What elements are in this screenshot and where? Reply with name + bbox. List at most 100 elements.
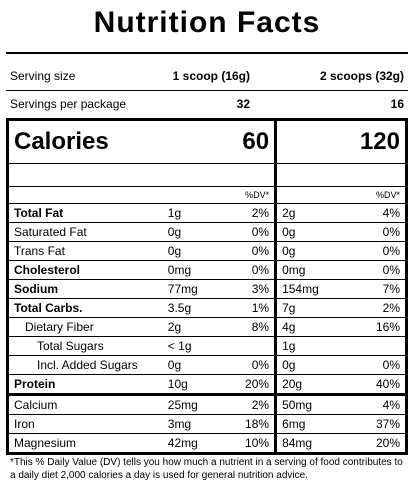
calories-col1: 60	[218, 119, 278, 164]
nutrient-dv-col1: 0%	[218, 222, 278, 242]
dv-header-col1: %DV*	[218, 186, 278, 204]
nutrient-amount-col2: 7g	[275, 298, 343, 318]
nutrient-amount-col2: 84mg	[275, 433, 343, 454]
nutrient-amount-col2: 20g	[275, 374, 343, 396]
nutrient-name: Iron	[7, 414, 163, 434]
label-title: Nutrition Facts	[93, 6, 321, 39]
nutrient-name: Dietary Fiber	[7, 317, 163, 337]
nutrient-dv-col1: 20%	[218, 374, 278, 396]
nutrient-row: Dietary Fiber 2g 8% 4g 16%	[7, 317, 407, 337]
nutrient-amount-col1: 2g	[162, 317, 219, 337]
nutrient-row: Protein 10g 20% 20g 40%	[7, 374, 407, 396]
nutrient-dv-col1: 10%	[218, 433, 278, 454]
calories-label: Calories	[7, 119, 163, 164]
nutrient-dv-col1	[218, 336, 278, 356]
calories-row: Calories 60 120	[7, 119, 407, 164]
nutrient-amount-col2: 50mg	[275, 394, 343, 415]
serving-size-label: Serving size	[10, 69, 76, 83]
nutrient-dv-col2: 0%	[342, 355, 407, 375]
nutrient-amount-col2: 0g	[275, 222, 343, 242]
nutrition-table: Calories 60 120 %DV* %DV* Total Fat 1g 2…	[6, 118, 408, 455]
spacer-row	[7, 163, 407, 187]
nutrient-amount-col2: 4g	[275, 317, 343, 337]
dv-footnote: *This % Daily Value (DV) tells you how m…	[10, 457, 403, 481]
nutrient-amount-col2: 0g	[275, 241, 343, 261]
nutrient-name: Sodium	[7, 279, 163, 299]
nutrient-name: Total Sugars	[7, 336, 163, 356]
nutrient-name: Saturated Fat	[7, 222, 163, 242]
nutrient-dv-col1: 1%	[218, 298, 278, 318]
serving-size-col1: 1 scoop (16g)	[172, 69, 250, 83]
nutrient-amount-col2: 154mg	[275, 279, 343, 299]
nutrient-row: Magnesium 42mg 10% 84mg 20%	[7, 433, 407, 454]
servings-per-package-label: Servings per package	[10, 97, 127, 111]
nutrient-amount-col2: 6mg	[275, 414, 343, 434]
serving-size-col2: 2 scoops (32g)	[319, 69, 404, 83]
nutrient-amount-col1: < 1g	[162, 336, 219, 356]
servings-per-package-row: Servings per package 32 16	[0, 92, 414, 116]
nutrient-row: Total Carbs. 3.5g 1% 7g 2%	[7, 298, 407, 318]
nutrient-name: Magnesium	[7, 433, 163, 454]
nutrient-amount-col1: 0mg	[162, 260, 219, 280]
calories-col2: 120	[342, 119, 407, 164]
nutrient-dv-col2	[342, 336, 407, 356]
nutrient-amount-col1: 10g	[162, 374, 219, 396]
nutrient-row: Saturated Fat 0g 0% 0g 0%	[7, 222, 407, 242]
nutrient-dv-col2: 7%	[342, 279, 407, 299]
nutrient-name: Total Carbs.	[7, 298, 163, 318]
nutrient-row: Iron 3mg 18% 6mg 37%	[7, 414, 407, 434]
title-divider	[6, 52, 408, 54]
nutrient-amount-col1: 25mg	[162, 394, 219, 415]
nutrient-name: Incl. Added Sugars	[7, 355, 163, 375]
nutrient-amount-col1: 3.5g	[162, 298, 219, 318]
nutrient-row: Total Fat 1g 2% 2g 4%	[7, 203, 407, 223]
nutrient-row: Incl. Added Sugars 0g 0% 0g 0%	[7, 355, 407, 375]
nutrient-amount-col2: 0g	[275, 355, 343, 375]
nutrient-row: Total Sugars < 1g 1g	[7, 336, 407, 356]
nutrient-amount-col1: 3mg	[162, 414, 219, 434]
nutrient-dv-col1: 2%	[218, 394, 278, 415]
nutrient-dv-col1: 0%	[218, 260, 278, 280]
nutrient-dv-col2: 4%	[342, 394, 407, 415]
nutrient-name: Cholesterol	[7, 260, 163, 280]
nutrient-name: Total Fat	[7, 203, 163, 223]
nutrient-amount-col2: 2g	[275, 203, 343, 223]
nutrient-dv-col2: 20%	[342, 433, 407, 454]
nutrient-dv-col2: 40%	[342, 374, 407, 396]
nutrient-dv-col1: 2%	[218, 203, 278, 223]
nutrient-amount-col1: 0g	[162, 355, 219, 375]
dv-header-col2: %DV*	[342, 186, 407, 204]
nutrient-amount-col1: 42mg	[162, 433, 219, 454]
nutrient-amount-col1: 1g	[162, 203, 219, 223]
nutrient-dv-col2: 0%	[342, 241, 407, 261]
nutrient-dv-col1: 3%	[218, 279, 278, 299]
nutrient-dv-col1: 0%	[218, 355, 278, 375]
nutrient-dv-col2: 2%	[342, 298, 407, 318]
serving-divider	[6, 90, 408, 91]
nutrient-row: Trans Fat 0g 0% 0g 0%	[7, 241, 407, 261]
nutrient-dv-col2: 37%	[342, 414, 407, 434]
nutrient-dv-col2: 0%	[342, 260, 407, 280]
nutrient-amount-col2: 0mg	[275, 260, 343, 280]
nutrient-name: Protein	[7, 374, 163, 396]
nutrient-dv-col2: 16%	[342, 317, 407, 337]
nutrient-amount-col2: 1g	[275, 336, 343, 356]
servings-per-package-col1: 32	[236, 97, 250, 111]
nutrient-row: Sodium 77mg 3% 154mg 7%	[7, 279, 407, 299]
dv-header-row: %DV* %DV*	[7, 186, 407, 204]
nutrient-amount-col1: 77mg	[162, 279, 219, 299]
nutrient-dv-col1: 18%	[218, 414, 278, 434]
nutrient-row: Cholesterol 0mg 0% 0mg 0%	[7, 260, 407, 280]
nutrient-name: Calcium	[7, 394, 163, 415]
servings-per-package-col2: 16	[390, 97, 404, 111]
nutrient-amount-col1: 0g	[162, 241, 219, 261]
nutrient-amount-col1: 0g	[162, 222, 219, 242]
nutrient-dv-col1: 8%	[218, 317, 278, 337]
nutrient-dv-col2: 0%	[342, 222, 407, 242]
nutrient-dv-col2: 4%	[342, 203, 407, 223]
serving-size-row: Serving size 1 scoop (16g) 2 scoops (32g…	[0, 64, 414, 88]
nutrient-dv-col1: 0%	[218, 241, 278, 261]
nutrient-name: Trans Fat	[7, 241, 163, 261]
nutrient-row: Calcium 25mg 2% 50mg 4%	[7, 394, 407, 415]
